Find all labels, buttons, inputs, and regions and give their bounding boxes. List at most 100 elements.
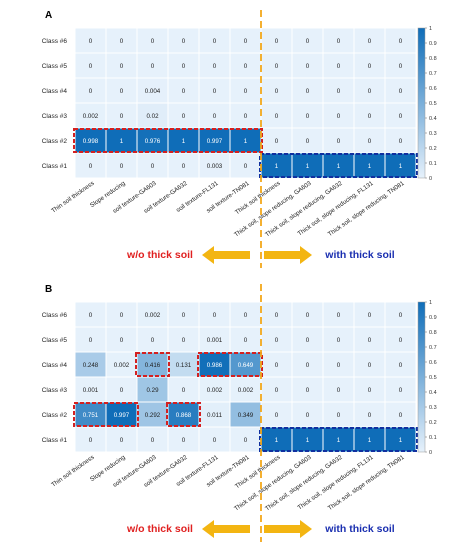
cell-value-label: 0.248	[83, 362, 99, 369]
heatmap-cell	[198, 52, 231, 79]
cell-value-label: 0	[275, 88, 279, 95]
cell-value-label: 0	[244, 437, 248, 444]
cell-value-label: 0	[244, 312, 248, 319]
heatmap-cell	[260, 401, 293, 428]
cell-value-label: 0	[89, 88, 93, 95]
colorbar-tick-label: 1	[429, 300, 432, 306]
colorbar-tick-label: 0.7	[429, 345, 437, 351]
row-label: Class #1	[42, 437, 68, 444]
cell-value-label: 0	[306, 362, 310, 369]
heatmap-cell	[167, 102, 200, 129]
cell-value-label: 1	[399, 163, 403, 170]
cell-value-label: 0	[89, 163, 93, 170]
without-thick-soil-label: w/o thick soil	[126, 523, 193, 535]
cell-value-label: 0	[275, 362, 279, 369]
colorbar-tick-label: 0.7	[429, 71, 437, 77]
heatmap-cell	[198, 351, 231, 378]
cell-value-label: 0	[368, 412, 372, 419]
with-thick-soil-label: with thick soil	[324, 523, 395, 535]
cell-value-label: 0	[182, 113, 186, 120]
cell-value-label: 0	[306, 337, 310, 344]
cell-value-label: 0.997	[114, 412, 130, 419]
colorbar-tick-label: 0.5	[429, 101, 437, 107]
heatmap-cell	[353, 127, 386, 154]
colorbar-tick-label: 0.8	[429, 330, 437, 336]
heatmap-cell	[74, 152, 107, 179]
heatmap-cell	[353, 401, 386, 428]
cell-value-label: 0	[182, 337, 186, 344]
heatmap-cell	[229, 127, 262, 154]
cell-value-label: 1	[244, 138, 248, 145]
panel-label: B	[45, 284, 53, 295]
heatmap-cell	[384, 77, 417, 104]
heatmap-cell	[353, 27, 386, 54]
row-label: Class #2	[42, 412, 68, 419]
cell-value-label: 0	[275, 113, 279, 120]
cell-value-label: 0	[368, 362, 372, 369]
cell-value-label: 0	[368, 63, 372, 70]
colorbar-tick-label: 0.5	[429, 375, 437, 381]
heatmap-cell	[105, 127, 138, 154]
cell-value-label: 1	[337, 163, 341, 170]
cell-value-label: 0	[275, 412, 279, 419]
heatmap-cell	[105, 152, 138, 179]
column-label: Thin soil thickness	[50, 454, 95, 489]
cell-value-label: 0	[244, 337, 248, 344]
red-highlight-box	[73, 402, 139, 427]
cell-value-label: 0	[399, 412, 403, 419]
heatmap-cell	[384, 52, 417, 79]
cell-value-label: 0	[120, 337, 124, 344]
cell-value-label: 0	[306, 312, 310, 319]
cell-value-label: 0	[337, 312, 341, 319]
cell-value-label: 0.131	[176, 362, 192, 369]
cell-value-label: 0	[399, 88, 403, 95]
cell-value-label: 0	[337, 113, 341, 120]
cell-value-label: 0	[306, 113, 310, 120]
cell-value-label: 0.976	[145, 138, 161, 145]
cell-value-label: 0.002	[238, 387, 254, 394]
cell-value-label: 1	[275, 163, 279, 170]
cell-value-label: 0.997	[207, 138, 223, 145]
cell-value-label: 0	[244, 88, 248, 95]
cell-value-label: 1	[399, 437, 403, 444]
heatmap-cell	[74, 77, 107, 104]
cell-value-label: 1	[275, 437, 279, 444]
cell-value-label: 0	[244, 163, 248, 170]
heatmap-cell	[198, 127, 231, 154]
cell-value-label: 0	[399, 312, 403, 319]
heatmap-cell	[229, 27, 262, 54]
cell-value-label: 0	[120, 88, 124, 95]
heatmap-a-svg: 0 0 0 0 0 0 0 0 0 0 0 0 0 0 0 0 0 0 0 0 0 0 0 0 0.004 0 0 0 0 0 0 0 0 0.0…	[42, 10, 437, 268]
colorbar-tick-label: 0	[429, 450, 432, 456]
heatmap-cell	[260, 351, 293, 378]
heatmap-cell	[229, 326, 262, 353]
cell-value-label: 0	[399, 387, 403, 394]
cell-value-label: 0	[275, 337, 279, 344]
cell-value-label: 0	[89, 337, 93, 344]
row-label: Class #4	[42, 88, 68, 95]
with-thick-soil-label: with thick soil	[324, 249, 395, 261]
heatmap-cell	[384, 426, 417, 453]
colorbar-tick-label: 0.2	[429, 146, 437, 152]
colorbar	[417, 27, 426, 179]
row-label: Class #1	[42, 163, 68, 170]
cell-value-label: 0	[368, 113, 372, 120]
heatmap-cell	[291, 326, 324, 353]
cell-value-label: 0	[337, 63, 341, 70]
row-label: Class #6	[42, 312, 68, 319]
heatmap-cell	[74, 127, 107, 154]
heatmap-cell	[167, 401, 200, 428]
cell-value-label: 0	[182, 437, 186, 444]
cell-value-label: 0	[368, 38, 372, 45]
cell-value-label: 0	[213, 38, 217, 45]
cell-value-label: 0	[275, 312, 279, 319]
heatmap-cell	[322, 102, 355, 129]
cell-value-label: 0.002	[207, 387, 223, 394]
colorbar-tick-label: 0.3	[429, 405, 437, 411]
cell-value-label: 0	[275, 38, 279, 45]
heatmap-cell	[229, 376, 262, 403]
blue-highlight-box	[259, 153, 418, 178]
cell-value-label: 0	[120, 437, 124, 444]
heatmap-cell	[74, 301, 107, 328]
heatmap-cell	[353, 301, 386, 328]
